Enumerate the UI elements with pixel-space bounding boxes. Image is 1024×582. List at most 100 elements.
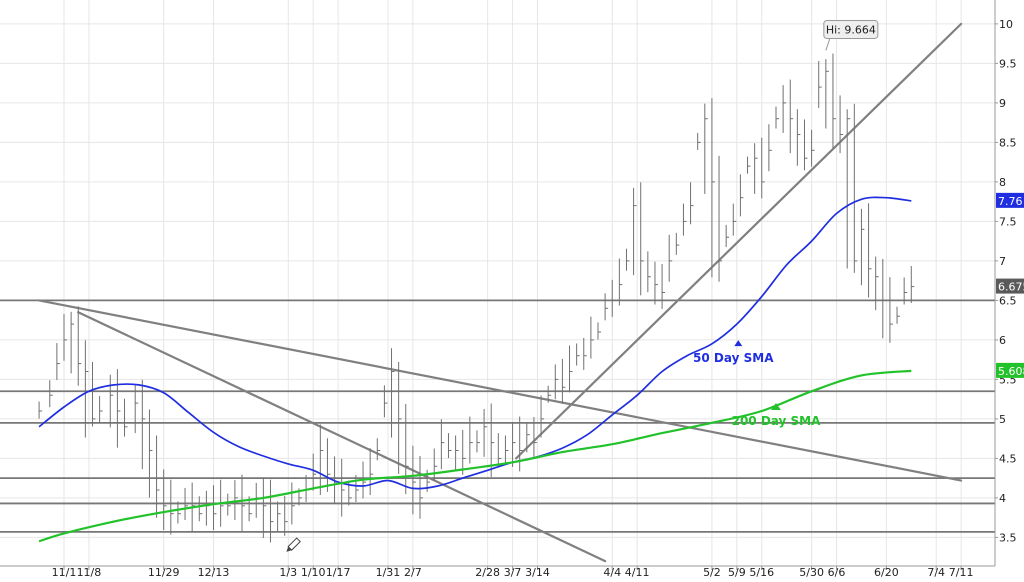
sma50-value-tag-bg xyxy=(996,192,1024,208)
price-bar xyxy=(910,266,915,304)
price-bar xyxy=(547,385,552,403)
price-bar xyxy=(803,119,808,171)
x-tick-label: 5/2 xyxy=(703,566,721,579)
sma50-value-tag: 7.76 xyxy=(998,195,1023,208)
price-bar xyxy=(38,401,43,419)
price-bar xyxy=(868,203,872,298)
price-bar xyxy=(569,345,573,393)
price-bar xyxy=(818,61,822,108)
price-bar xyxy=(391,348,395,438)
price-bar xyxy=(156,435,160,518)
price-bar xyxy=(84,340,89,438)
trendline xyxy=(37,299,963,482)
price-bar xyxy=(668,234,673,282)
price-bar xyxy=(704,103,708,194)
x-tick-label: 5/16 xyxy=(749,566,774,579)
price-bar xyxy=(213,485,217,531)
x-tick-label: 4/4 xyxy=(603,566,621,579)
price-bar xyxy=(319,424,324,496)
price-bar xyxy=(440,419,445,470)
price-bar xyxy=(625,248,630,271)
price-bar xyxy=(647,251,651,293)
x-tick-label: 5/9 xyxy=(728,566,746,579)
price-bar xyxy=(355,474,359,503)
sma200-label: 200 Day SMA xyxy=(732,414,822,428)
price-bar xyxy=(690,182,694,225)
x-tick-label: 1/10 xyxy=(301,566,326,579)
price-bar xyxy=(611,279,616,317)
price-bar xyxy=(597,322,601,340)
price-bar xyxy=(754,143,758,194)
price-bar xyxy=(512,422,516,467)
price-bar xyxy=(554,364,559,400)
price-bar xyxy=(576,343,580,366)
y-tick-label: 3.5 xyxy=(999,531,1017,544)
price-bar xyxy=(241,474,245,533)
price-bar xyxy=(839,95,844,154)
price-bar xyxy=(376,438,381,461)
y-tick-label: 6.5 xyxy=(999,294,1017,307)
price-bar xyxy=(811,129,815,167)
price-bar xyxy=(469,416,473,464)
value-tags: 6.675 7.76 5.608 xyxy=(996,192,1024,378)
x-tick-label: 11/29 xyxy=(148,566,180,579)
price-bar xyxy=(675,232,680,255)
last-price-tag-bg xyxy=(996,278,1024,294)
price-bar xyxy=(903,277,908,305)
price-bar xyxy=(540,395,545,438)
y-tick-label: 4 xyxy=(999,492,1006,505)
sma-200-line xyxy=(38,369,912,543)
price-bar xyxy=(433,448,438,481)
price-bar xyxy=(697,132,701,150)
price-bar xyxy=(284,495,288,536)
price-bar xyxy=(853,103,858,273)
price-bar xyxy=(590,316,594,359)
y-tick-label: 10 xyxy=(999,18,1013,31)
price-bar xyxy=(561,358,566,404)
x-tick-label: 3/14 xyxy=(525,566,550,579)
price-bar xyxy=(875,256,879,311)
x-tick-label: 6/6 xyxy=(828,566,846,579)
price-bar xyxy=(504,435,509,463)
x-tick-label: 7/4 xyxy=(927,566,945,579)
price-bar xyxy=(775,106,779,129)
sma200-value-tag-bg xyxy=(996,362,1024,378)
trendlines xyxy=(37,22,963,563)
price-bar xyxy=(796,109,801,166)
price-bar xyxy=(832,53,836,149)
price-bar xyxy=(860,208,865,286)
y-tick-label: 8.5 xyxy=(999,136,1017,149)
price-bar xyxy=(49,380,53,408)
price-bar xyxy=(56,343,60,381)
last-price-tag: 6.675 xyxy=(998,281,1024,294)
price-bar xyxy=(234,480,238,521)
price-bar xyxy=(227,493,231,516)
price-bar xyxy=(682,203,687,236)
y-tick-label: 9 xyxy=(999,97,1006,110)
x-tick-label: 2/28 xyxy=(475,566,500,579)
x-tick-label: 11/1 xyxy=(52,566,77,579)
price-bar xyxy=(291,482,295,525)
annotations: Hi: 9.664 50 Day SMA 200 Day SMA xyxy=(693,19,879,428)
y-tick-label: 8 xyxy=(999,176,1006,189)
y-tick-label: 7.5 xyxy=(999,215,1017,228)
pencil-icon[interactable] xyxy=(285,537,301,554)
x-tick-label: 5/30 xyxy=(799,566,824,579)
high-pointer xyxy=(825,38,831,51)
x-tick-label: 1/3 xyxy=(279,566,297,579)
price-bar xyxy=(148,409,153,498)
price-bar xyxy=(718,155,723,282)
sma50-label: 50 Day SMA xyxy=(693,351,774,365)
price-axis: 3.544.555.566.577.588.599.510 xyxy=(995,18,1017,544)
price-bar xyxy=(447,433,452,459)
price-bar xyxy=(604,293,609,321)
price-bar xyxy=(116,369,121,448)
price-bar xyxy=(163,469,167,531)
price-bar xyxy=(661,264,666,309)
price-bar xyxy=(109,374,114,428)
x-tick-label: 1/31 xyxy=(376,566,401,579)
price-bar xyxy=(732,203,737,236)
price-bar xyxy=(124,398,128,437)
